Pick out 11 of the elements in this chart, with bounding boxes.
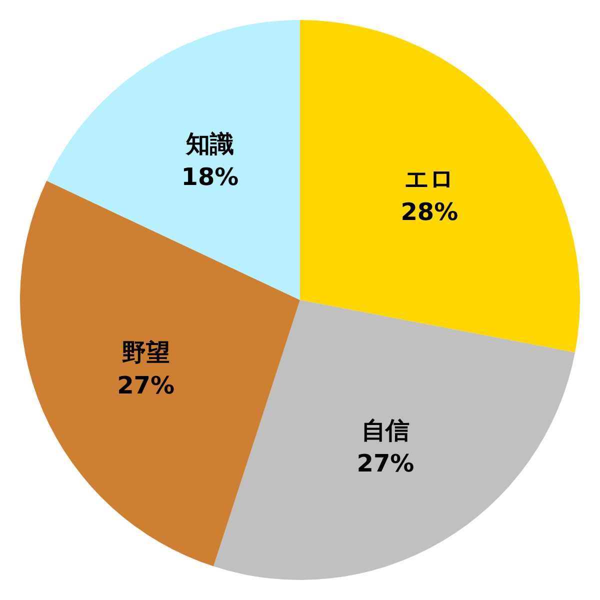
data-label: 18%: [181, 163, 239, 192]
slice-label: 知識: [184, 130, 234, 158]
slice-label: 自信: [362, 416, 410, 445]
pie-slice: [46, 20, 300, 300]
data-label: 27%: [117, 372, 175, 400]
data-label: 28%: [400, 198, 458, 226]
pie-slice: [300, 20, 580, 352]
slice-label: 野望: [122, 338, 170, 367]
pie-slice: [213, 300, 576, 580]
slice-label: エロ: [404, 164, 454, 193]
data-label: 27%: [356, 450, 414, 478]
